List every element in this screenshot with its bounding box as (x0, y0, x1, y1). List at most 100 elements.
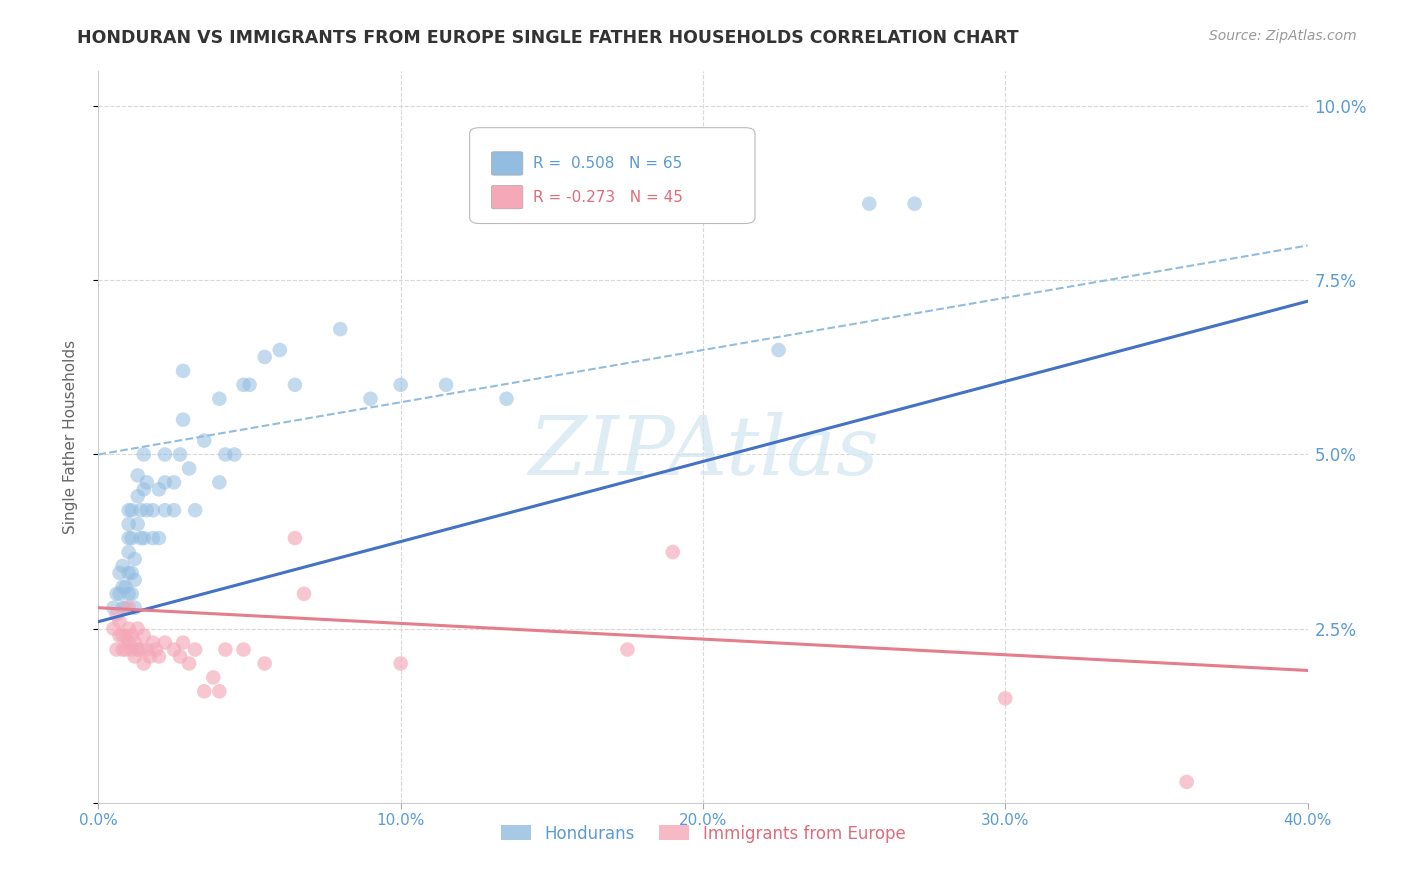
Point (389, 657, 412, 671)
Point (114, 629, 136, 643)
Point (118, 587, 141, 601)
FancyBboxPatch shape (492, 152, 523, 175)
Point (153, 635, 176, 649)
Point (103, 600, 125, 615)
Point (127, 468, 149, 483)
Point (129, 503, 152, 517)
Point (172, 364, 194, 378)
Point (108, 566, 131, 580)
Point (768, 343, 790, 357)
Point (127, 642, 149, 657)
Point (389, 377, 412, 392)
Point (858, 196, 880, 211)
Point (121, 629, 143, 643)
Point (142, 635, 165, 649)
Point (127, 517, 149, 532)
Point (253, 350, 276, 364)
Point (132, 657, 155, 671)
Point (269, 343, 291, 357)
Point (224, 448, 246, 462)
Point (208, 684, 231, 698)
Point (153, 475, 176, 490)
Point (118, 517, 141, 532)
Point (193, 434, 215, 448)
Point (360, 392, 382, 406)
Point (135, 475, 157, 490)
Point (108, 629, 131, 643)
Point (124, 573, 146, 587)
Point (179, 461, 201, 475)
Point (105, 642, 128, 657)
Point (132, 448, 155, 462)
Point (232, 377, 254, 392)
Point (118, 635, 141, 649)
Point (1175, 775, 1198, 789)
Point (124, 600, 146, 615)
Point (111, 629, 134, 643)
FancyBboxPatch shape (492, 186, 523, 209)
Point (118, 531, 141, 545)
Point (108, 587, 131, 601)
Point (172, 412, 194, 426)
Point (145, 642, 167, 657)
Legend: Hondurans, Immigrants from Europe: Hondurans, Immigrants from Europe (494, 818, 912, 849)
Point (163, 475, 186, 490)
Point (148, 649, 170, 664)
Point (232, 642, 254, 657)
Point (292, 587, 315, 601)
Point (284, 377, 307, 392)
Point (202, 670, 225, 684)
Point (111, 642, 134, 657)
Point (121, 531, 143, 545)
Point (118, 622, 141, 636)
Point (148, 483, 170, 497)
Point (239, 377, 262, 392)
Point (121, 503, 143, 517)
Point (172, 635, 194, 649)
Text: R = -0.273   N = 45: R = -0.273 N = 45 (533, 190, 682, 204)
Point (121, 566, 143, 580)
Point (121, 587, 143, 601)
Point (108, 615, 131, 629)
Point (994, 691, 1017, 706)
Y-axis label: Single Father Households: Single Father Households (63, 340, 77, 534)
Point (329, 322, 352, 336)
Point (111, 580, 134, 594)
Point (434, 377, 457, 392)
Text: HONDURAN VS IMMIGRANTS FROM EUROPE SINGLE FATHER HOUSEHOLDS CORRELATION CHART: HONDURAN VS IMMIGRANTS FROM EUROPE SINGL… (77, 29, 1019, 46)
Point (253, 657, 276, 671)
Point (129, 531, 152, 545)
Text: Source: ZipAtlas.com: Source: ZipAtlas.com (1209, 29, 1357, 43)
Point (904, 196, 927, 211)
Point (148, 531, 170, 545)
Point (118, 566, 141, 580)
Point (118, 545, 141, 559)
Point (124, 552, 146, 566)
Point (132, 629, 155, 643)
Point (118, 600, 141, 615)
Point (118, 503, 141, 517)
Point (142, 531, 165, 545)
Point (661, 545, 683, 559)
Point (114, 600, 136, 615)
Point (163, 642, 186, 657)
Text: ZIPAtlas: ZIPAtlas (527, 412, 879, 491)
Point (616, 642, 638, 657)
Point (647, 183, 669, 197)
Point (127, 489, 149, 503)
Point (153, 503, 176, 517)
Point (214, 448, 236, 462)
Point (139, 649, 162, 664)
Text: R =  0.508   N = 65: R = 0.508 N = 65 (533, 156, 682, 171)
Point (193, 684, 215, 698)
Point (135, 642, 157, 657)
Point (142, 503, 165, 517)
Point (169, 448, 191, 462)
Point (208, 475, 231, 490)
Point (214, 642, 236, 657)
Point (111, 558, 134, 573)
Point (208, 392, 231, 406)
Point (135, 503, 157, 517)
Point (124, 649, 146, 664)
Point (179, 657, 201, 671)
